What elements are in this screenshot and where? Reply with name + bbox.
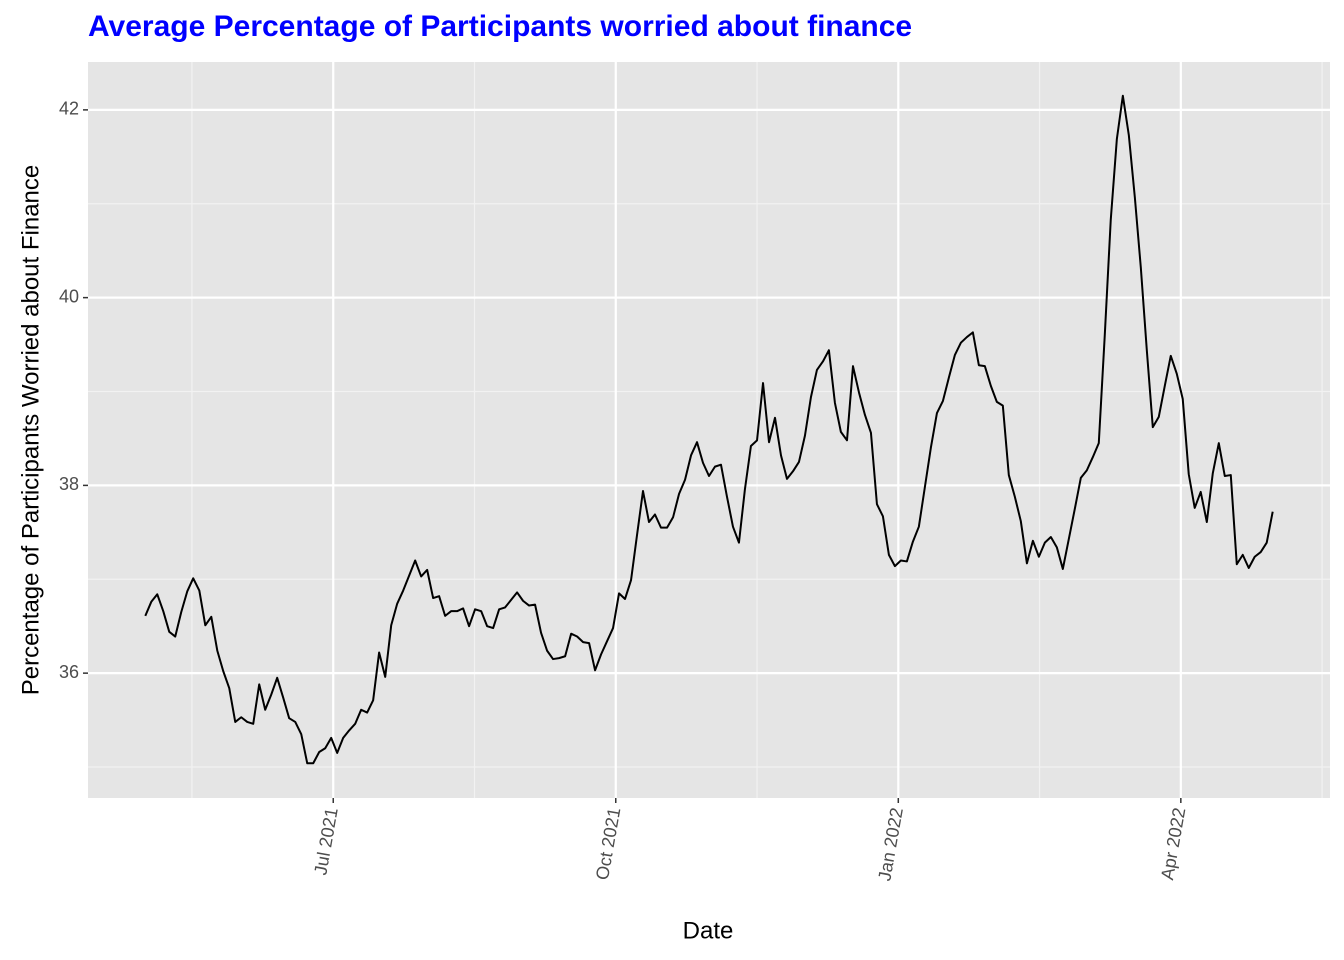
x-tick-label: Jul 2021 [310,806,342,877]
y-tick-label: 38 [59,474,79,494]
x-tick-label: Oct 2021 [592,806,624,881]
x-tick-label: Jan 2022 [874,806,907,882]
y-tick-label: 40 [59,286,79,306]
y-tick-label: 36 [59,662,79,682]
x-axis-title: Date [683,917,734,944]
data-line [144,94,1274,765]
plot-background [88,62,1330,798]
y-axis-title: Percentage of Participants Worried about… [17,165,44,696]
x-tick-label: Apr 2022 [1157,806,1189,881]
grid [88,62,1330,798]
chart-title: Average Percentage of Participants worri… [88,10,912,43]
y-tick-label: 42 [59,99,79,119]
